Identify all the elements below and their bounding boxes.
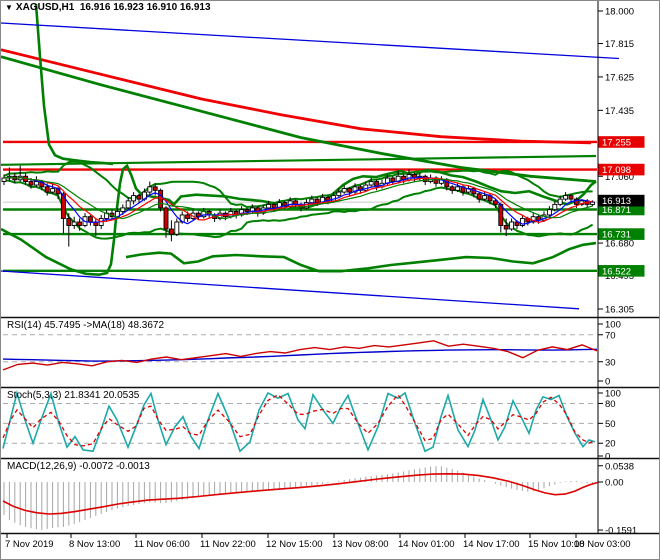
chart-symbol-title: XAGUSD,H1: [15, 2, 75, 13]
stoch-label: Stoch(5,3,3) 21.8341 20.0535: [7, 390, 140, 401]
svg-text:0.0538: 0.0538: [605, 461, 634, 472]
svg-text:0: 0: [605, 377, 610, 388]
svg-text:16.680: 16.680: [605, 239, 634, 250]
macd-label: MACD(12,26,9) -0.0072 -0.0013: [7, 461, 150, 472]
svg-text:17.625: 17.625: [605, 72, 634, 83]
svg-text:17.098: 17.098: [602, 165, 631, 176]
svg-text:20: 20: [605, 439, 616, 450]
svg-text:30: 30: [605, 357, 616, 368]
svg-text:100: 100: [605, 320, 621, 331]
svg-text:100: 100: [605, 389, 621, 400]
svg-text:16.731: 16.731: [602, 230, 631, 241]
svg-text:17.815: 17.815: [605, 39, 634, 50]
rsi-label: RSI(14) 45.7495 ->MA(18) 48.3672: [7, 320, 165, 331]
svg-text:11 Nov 06:00: 11 Nov 06:00: [134, 539, 190, 550]
svg-text:-0.1591: -0.1591: [605, 526, 637, 537]
svg-text:14 Nov 17:00: 14 Nov 17:00: [463, 539, 520, 550]
collapse-chart-icon[interactable]: ▼: [5, 3, 13, 12]
svg-text:16.305: 16.305: [605, 304, 634, 315]
svg-text:14 Nov 01:00: 14 Nov 01:00: [398, 539, 455, 550]
chart-title-bar: ▼ XAGUSD,H1 16.916 16.923 16.910 16.913: [5, 2, 211, 13]
svg-text:50: 50: [605, 419, 616, 430]
svg-text:13 Nov 08:00: 13 Nov 08:00: [332, 539, 389, 550]
svg-text:0.00: 0.00: [605, 478, 624, 489]
svg-text:16.871: 16.871: [602, 205, 631, 216]
svg-text:17.060: 17.060: [605, 172, 634, 183]
svg-text:0: 0: [605, 452, 610, 463]
svg-text:16.913: 16.913: [602, 196, 631, 207]
svg-text:18.000: 18.000: [605, 7, 634, 18]
chart-quote-ohlc: 16.916 16.923 16.910 16.913: [79, 2, 211, 13]
svg-text:17.255: 17.255: [602, 137, 631, 148]
svg-text:8 Nov 13:00: 8 Nov 13:00: [69, 539, 120, 550]
svg-text:17.435: 17.435: [605, 106, 634, 117]
svg-text:80: 80: [605, 399, 616, 410]
svg-text:18 Nov 03:00: 18 Nov 03:00: [574, 539, 631, 550]
svg-text:70: 70: [605, 330, 616, 341]
svg-text:15 Nov 10:00: 15 Nov 10:00: [528, 539, 585, 550]
svg-text:12 Nov 15:00: 12 Nov 15:00: [266, 539, 323, 550]
svg-text:16.522: 16.522: [602, 266, 631, 277]
svg-text:7 Nov 2019: 7 Nov 2019: [5, 539, 54, 550]
svg-text:11 Nov 22:00: 11 Nov 22:00: [200, 539, 256, 550]
